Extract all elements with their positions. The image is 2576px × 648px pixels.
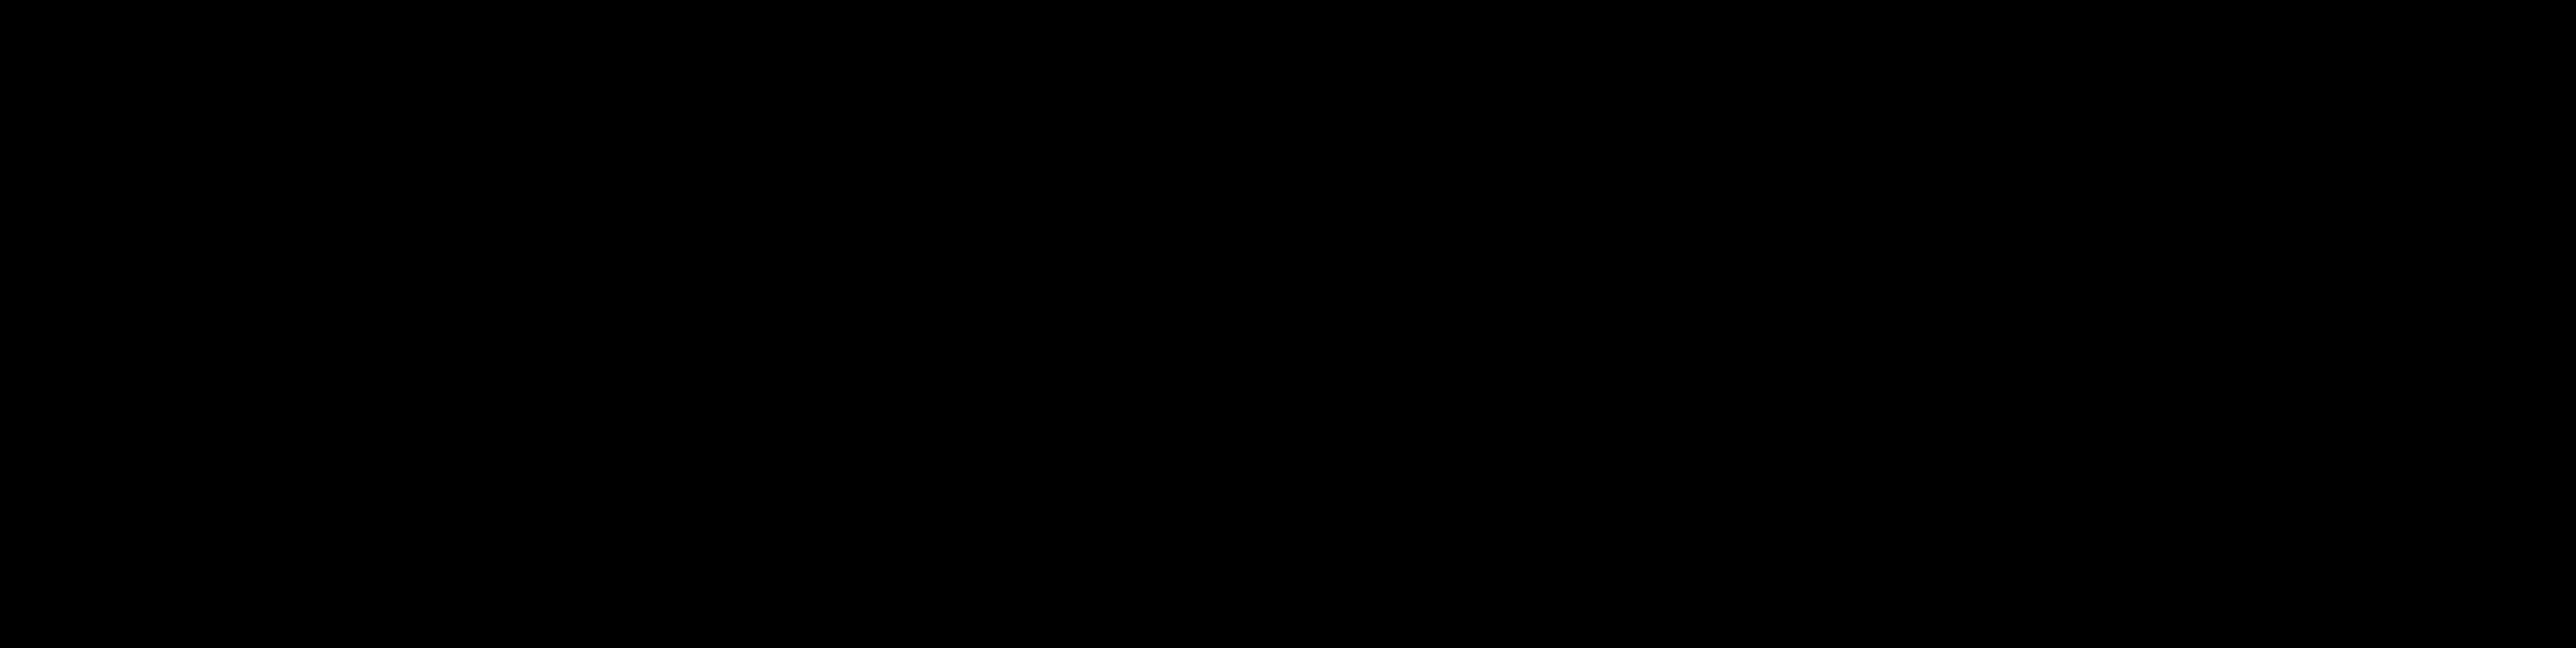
cell-apartment-pct-a: 37.3% xyxy=(1344,362,1531,428)
column-header-units-a: Units xyxy=(1068,105,1232,171)
cell-apartment-units-b: 255 xyxy=(1779,362,1889,428)
cell-total-pct-a: 100.0% xyxy=(1344,448,1568,514)
cell-townhouse-pct-b: 39.0% xyxy=(2082,277,2270,342)
group-header-period-1: Dec-21 xyxy=(1318,26,1534,92)
cell-townhouse-units-b: 263 xyxy=(1779,277,1889,342)
cell-total-units-a: 733 xyxy=(1068,448,1178,514)
row-label-apartment: Apartment/Unit/Flat xyxy=(356,362,967,428)
cell-apartment-units-a: 273 xyxy=(1068,362,1178,428)
row-label-detached: Detached xyxy=(356,191,652,257)
table-stage: { "table": { "background_color": "#00000… xyxy=(0,0,2576,648)
row-label-total: Total xyxy=(356,448,508,514)
cell-detached-units-b: 157 xyxy=(1779,191,1889,257)
row-label-townhouse: Townhouse/Rowhouse xyxy=(356,277,1068,342)
cell-detached-pct-a: 24.9% xyxy=(1344,191,1531,257)
column-header-structure-type: Structure Design Type xyxy=(356,105,1054,171)
cell-total-units-b: 675 xyxy=(1779,448,1889,514)
column-header-units-b: Units xyxy=(1779,105,1944,171)
group-header-period-2: Dec-20 xyxy=(1990,26,2206,92)
cell-detached-pct-b: 23.3% xyxy=(2082,191,2270,257)
table-source: Source: Bright MLS and GMU Center for Re… xyxy=(356,533,2195,599)
column-header-pct-a: % of Total xyxy=(1344,105,1654,171)
cell-townhouse-units-a: 272 xyxy=(1068,277,1178,342)
cell-detached-units-a: 188 xyxy=(1068,191,1178,257)
cell-total-pct-b: 100.0% xyxy=(2082,448,2306,514)
cell-apartment-pct-b: 37.7% xyxy=(2082,362,2270,428)
cell-townhouse-pct-a: 37.1% xyxy=(1344,277,1531,342)
column-header-pct-b: % of Total xyxy=(2082,105,2392,171)
